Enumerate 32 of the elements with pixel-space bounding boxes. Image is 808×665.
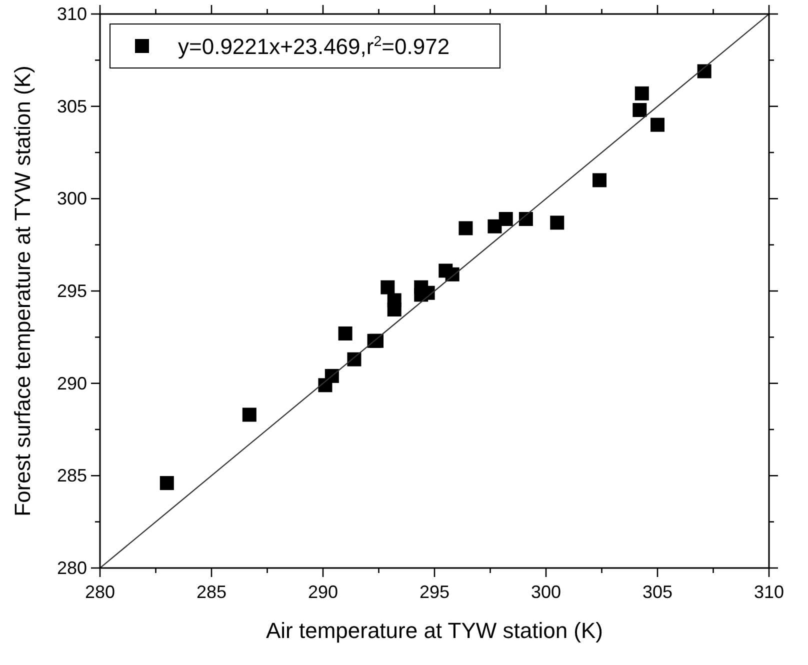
legend-label: y=0.9221x+23.469,r$^{2}$=0.972: [178, 34, 450, 59]
point: [650, 118, 664, 132]
point: [632, 103, 647, 118]
point: [380, 280, 395, 294]
y-tick-label: 295: [56, 281, 87, 301]
point: [550, 216, 564, 230]
point: [697, 64, 712, 78]
point: [498, 212, 513, 226]
point: [634, 86, 649, 100]
point: [160, 476, 174, 490]
point: [458, 221, 473, 236]
y-tick-label: 310: [56, 4, 87, 24]
y-tick-label: 300: [56, 188, 87, 209]
point: [488, 219, 502, 234]
y-tick-label: 285: [56, 466, 87, 486]
y-axis-title: Forest surface temperature at TYW station (K): [10, 66, 35, 516]
y-tick-label: 305: [56, 96, 87, 116]
point: [592, 173, 607, 188]
x-tick-label: 290: [308, 582, 338, 602]
point: [242, 408, 256, 422]
point: [338, 326, 352, 340]
x-tick-label: 280: [84, 582, 116, 602]
x-tick-label: 300: [530, 582, 562, 602]
point: [518, 212, 533, 226]
x-tick-label: 285: [196, 582, 227, 602]
x-tick-label: 295: [419, 582, 450, 602]
x-tick-label: 310: [754, 582, 784, 602]
y-tick-label: 290: [56, 373, 87, 394]
y-tick-label: 280: [56, 558, 87, 578]
point: [387, 293, 402, 308]
x-tick-label: 305: [642, 582, 673, 602]
x-axis-title: Air temperature at TYW station (K): [266, 618, 604, 643]
